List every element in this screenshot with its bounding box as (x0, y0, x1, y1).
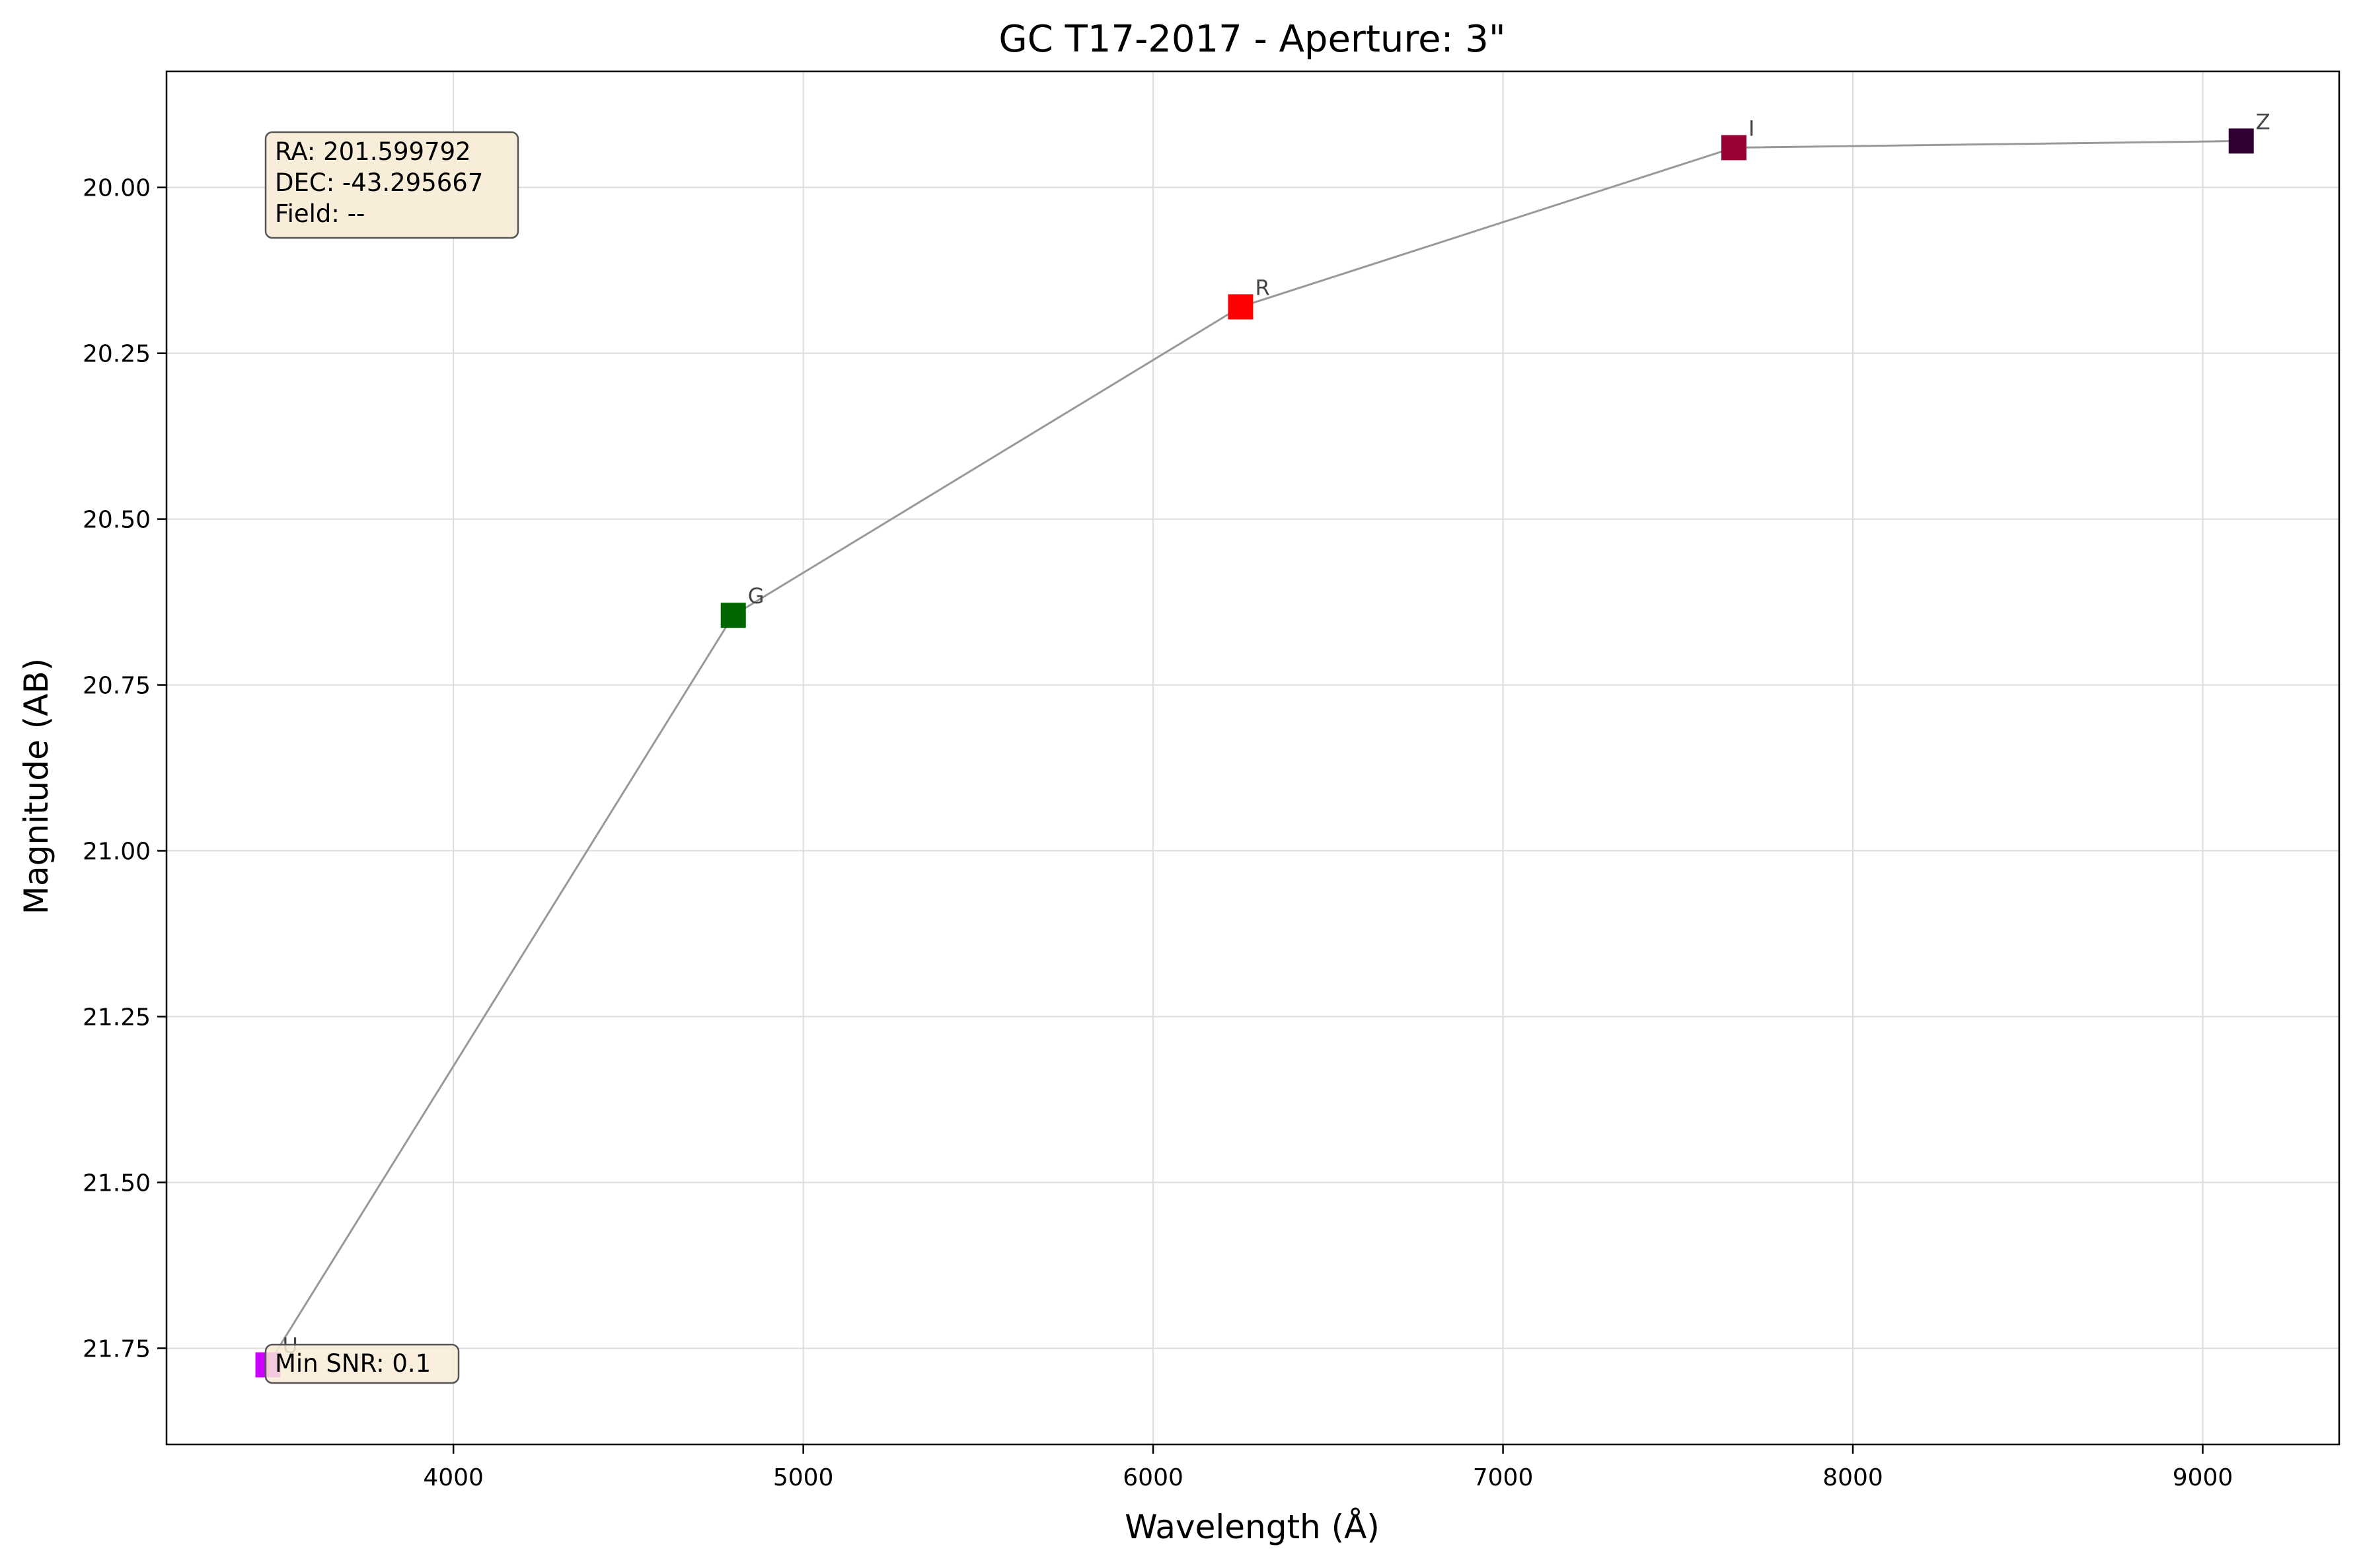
band-label-z: Z (2256, 109, 2270, 134)
x-tick-label: 5000 (773, 1464, 834, 1491)
axis-ticks: 4000 5000 6000 7000 8000 9000 20.00 20.25 20.50 2… (83, 175, 2233, 1491)
snr-box (264, 1343, 460, 1384)
band-label-r: R (1255, 275, 1269, 300)
x-tick-label: 7000 (1473, 1464, 1534, 1491)
info-box-line: RA: 201.599792 (275, 137, 471, 166)
info-box (264, 131, 519, 239)
x-tick-label: 6000 (1123, 1464, 1183, 1491)
x-tick-label: 8000 (1822, 1464, 1883, 1491)
y-tick-label: 20.50 (83, 507, 151, 534)
y-tick-label: 21.75 (83, 1335, 151, 1363)
x-tick-label: 4000 (423, 1464, 484, 1491)
data-point-r (1228, 294, 1254, 320)
y-axis-label: Magnitude (AB) (17, 658, 56, 915)
data-point-z (2228, 128, 2254, 154)
plot-frame (165, 70, 2340, 1446)
y-tick-label: 21.50 (83, 1170, 151, 1197)
chart-title: GC T17-2017 - Aperture: 3" (998, 18, 1505, 61)
data-point-g (720, 603, 746, 628)
info-box-line: Field: -- (275, 200, 365, 228)
y-tick-label: 20.25 (83, 341, 151, 368)
data-series: UGRIZ (255, 109, 2270, 1378)
snr-box-text: Min SNR: 0.1 (275, 1349, 431, 1378)
y-tick-label: 20.00 (83, 175, 151, 202)
grid (167, 71, 2339, 1444)
y-tick-label: 21.25 (83, 1004, 151, 1031)
info-box-line: DEC: -43.295667 (275, 168, 483, 197)
y-tick-label: 21.00 (83, 839, 151, 866)
data-point-i (1721, 135, 1747, 161)
x-axis-label: Wavelength (Å) (1125, 1508, 1380, 1546)
y-tick-label: 20.75 (83, 673, 151, 700)
band-label-i: I (1748, 116, 1754, 141)
x-tick-label: 9000 (2173, 1464, 2233, 1491)
band-label-g: G (748, 583, 765, 609)
